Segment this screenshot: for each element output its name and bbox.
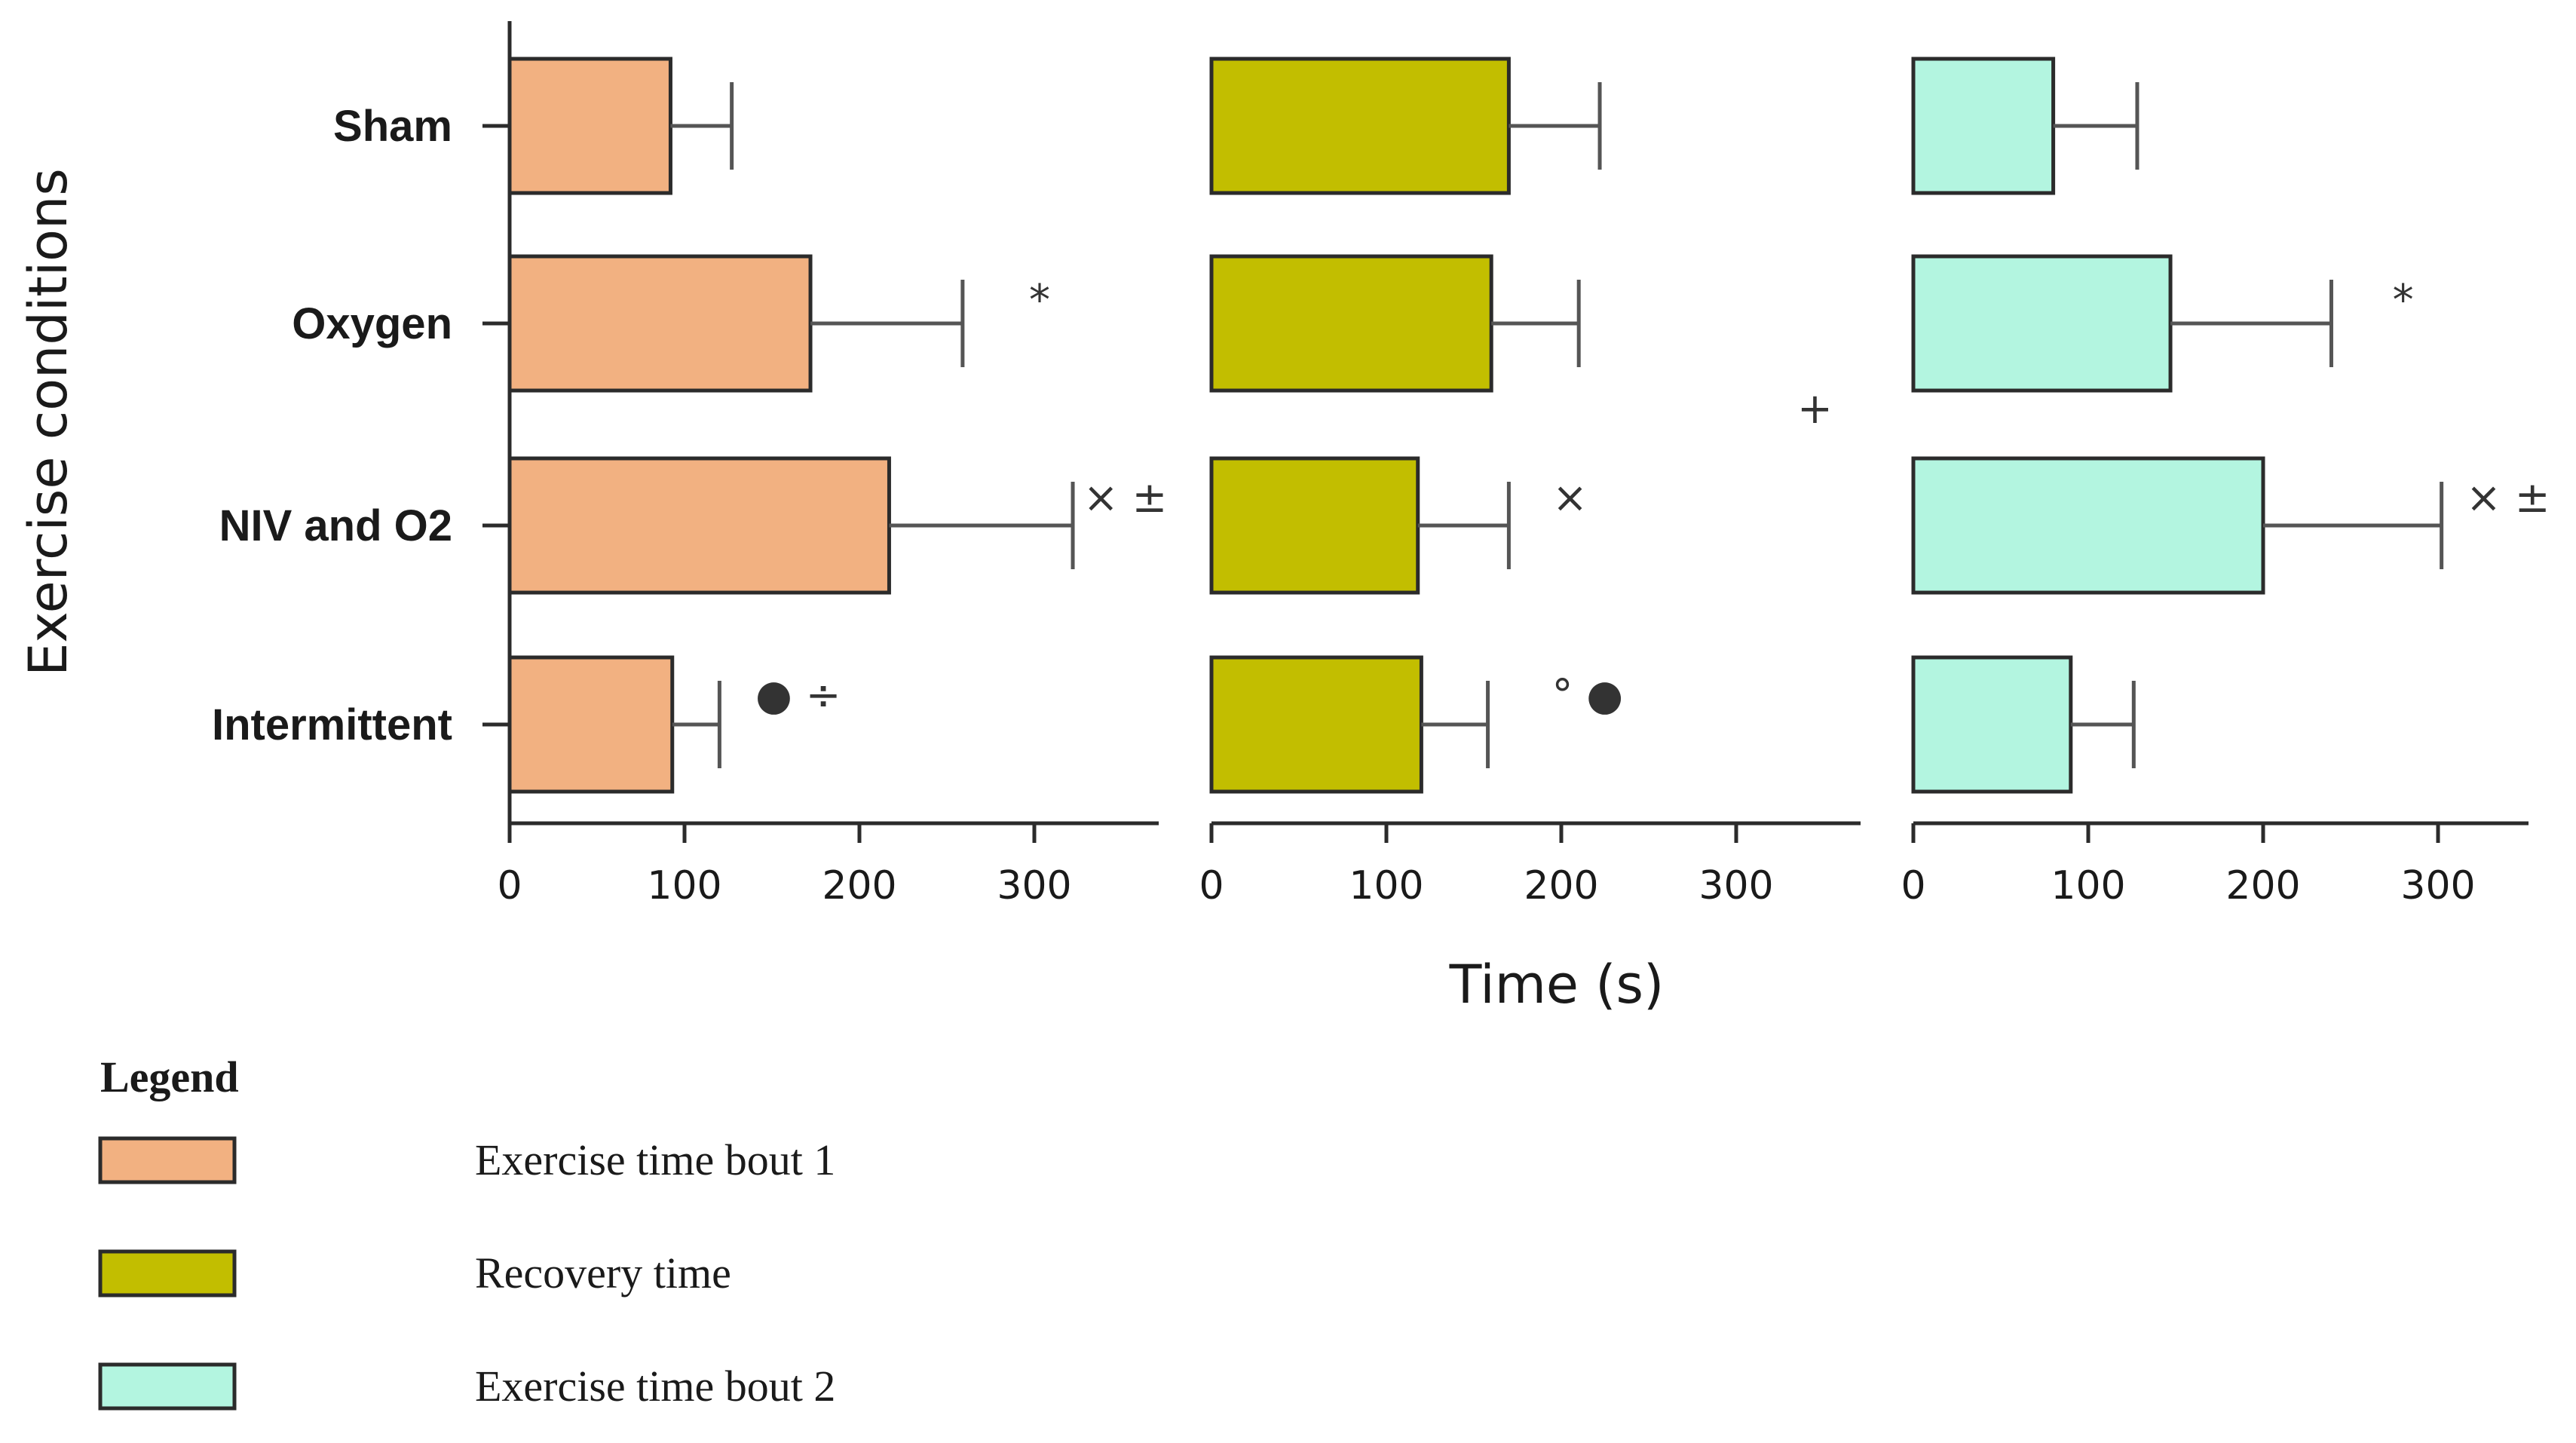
bar-2-1 bbox=[1911, 254, 2173, 393]
annotation-2-1: × ± bbox=[2466, 473, 2550, 522]
annotation-0-1: × ± bbox=[1083, 473, 1168, 522]
bar-2-0 bbox=[1911, 57, 2056, 195]
annotation-0-2: ● ÷ bbox=[755, 671, 841, 720]
bar-1-3 bbox=[1209, 655, 1423, 794]
x-tick-label-0-1: 100 bbox=[647, 863, 721, 908]
annotation-1-2: + bbox=[1797, 384, 1833, 434]
x-axis-title: Time (s) bbox=[1449, 954, 1665, 1016]
x-tick-label-2-1: 100 bbox=[2051, 863, 2125, 908]
legend-swatch-0 bbox=[98, 1136, 237, 1184]
legend-label-1: Recovery time bbox=[475, 1248, 731, 1297]
bar-0-2 bbox=[507, 456, 891, 595]
y-tick-label-2: NIV and O2 bbox=[219, 501, 452, 550]
legend-title: Legend bbox=[100, 1052, 239, 1101]
x-tick-label-1-3: 300 bbox=[1698, 863, 1773, 908]
x-tick-label-0-2: 200 bbox=[822, 863, 896, 908]
bar-0-0 bbox=[507, 57, 672, 195]
x-tick-label-2-3: 300 bbox=[2400, 863, 2475, 908]
annotation-1-0: × bbox=[1552, 473, 1588, 522]
bar-0-3 bbox=[507, 655, 675, 794]
bar-2-3 bbox=[1911, 655, 2073, 794]
x-tick-label-1-0: 0 bbox=[1199, 863, 1224, 908]
bar-2-2 bbox=[1911, 456, 2265, 595]
x-tick-label-0-0: 0 bbox=[497, 863, 522, 908]
bar-1-2 bbox=[1209, 456, 1420, 595]
annotation-2-0: * bbox=[2393, 276, 2414, 325]
y-axis-title: Exercise conditions bbox=[17, 168, 79, 676]
y-tick-label-1: Oxygen bbox=[292, 299, 452, 348]
bar-0-1 bbox=[507, 254, 813, 393]
annotation-0-0: * bbox=[1029, 276, 1050, 325]
legend-swatch-1 bbox=[98, 1249, 237, 1297]
legend-swatch-2 bbox=[98, 1362, 237, 1411]
bar-1-0 bbox=[1209, 57, 1511, 195]
y-tick-label-3: Intermittent bbox=[212, 700, 452, 749]
x-tick-label-1-1: 100 bbox=[1349, 863, 1423, 908]
x-tick-label-1-2: 200 bbox=[1524, 863, 1598, 908]
y-tick-label-0: Sham bbox=[333, 102, 452, 151]
bar-1-1 bbox=[1209, 254, 1493, 393]
legend-label-2: Exercise time bout 2 bbox=[475, 1362, 835, 1411]
x-tick-label-2-0: 0 bbox=[1901, 863, 1925, 908]
x-tick-label-0-3: 300 bbox=[997, 863, 1071, 908]
annotation-1-1: ° ● bbox=[1551, 671, 1623, 720]
x-tick-label-2-2: 200 bbox=[2225, 863, 2300, 908]
legend-label-0: Exercise time bout 1 bbox=[475, 1135, 835, 1184]
